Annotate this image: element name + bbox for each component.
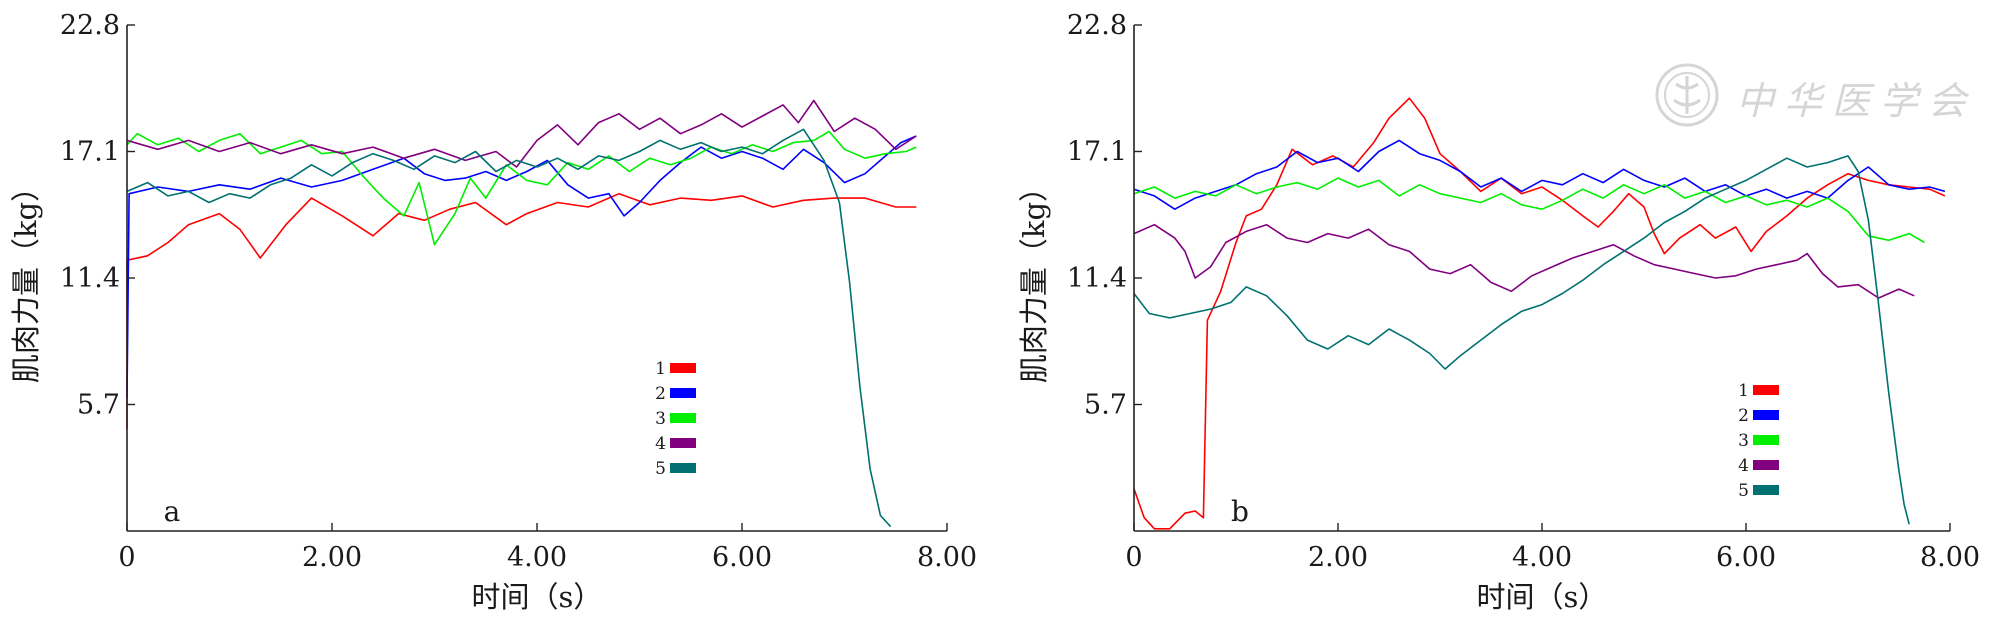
legend-swatch <box>670 413 696 423</box>
legend-swatch <box>670 363 696 373</box>
series-line-3 <box>1133 177 1925 244</box>
x-tick-label: 2.00 <box>1308 542 1368 573</box>
y-tick-label: 5.7 <box>77 390 120 421</box>
series-line-4 <box>126 99 917 168</box>
chart-panel-b: 0 2.00 4.00 6.00 8.00 5.7 11.4 17.1 22.8 时间（s） 肌肉力… <box>1017 10 1980 614</box>
y-axis-label: 肌肉力量（kg） <box>9 173 43 383</box>
chart-panel-a: 0 2.00 4.00 6.00 8.00 5.7 11.4 17.1 22.8 时间（s） 肌肉力… <box>9 10 977 614</box>
x-tick-label: 0 <box>1125 542 1142 573</box>
x-tick-label: 4.00 <box>1512 542 1572 573</box>
legend-label: 5 <box>1738 481 1749 501</box>
series-line-2 <box>1133 139 1946 210</box>
legend-swatch <box>670 463 696 473</box>
legend-label: 2 <box>655 384 666 404</box>
legend-swatch <box>1753 485 1779 495</box>
y-tick-label: 17.1 <box>1067 137 1127 168</box>
y-tick-label: 22.8 <box>1067 10 1127 41</box>
legend: 1 2 3 4 5 <box>655 359 696 479</box>
legend-swatch <box>1753 435 1779 445</box>
y-tick-label: 17.1 <box>60 137 120 168</box>
x-tick-label: 8.00 <box>917 542 977 573</box>
series-line-1 <box>1133 97 1946 530</box>
series-line-5 <box>1133 155 1910 525</box>
series-line-5 <box>126 128 892 528</box>
legend-label: 5 <box>655 459 666 479</box>
legend-label: 4 <box>655 434 666 454</box>
x-tick-label: 6.00 <box>1716 542 1776 573</box>
legend-label: 1 <box>655 359 666 379</box>
series-line-1 <box>126 192 917 429</box>
x-tick-label: 8.00 <box>1920 542 1980 573</box>
x-tick-label: 6.00 <box>712 542 772 573</box>
x-axis-label: 时间（s） <box>472 580 603 614</box>
legend: 1 2 3 4 5 <box>1738 381 1779 501</box>
x-axis-label: 时间（s） <box>1477 580 1608 614</box>
legend-label: 1 <box>1738 381 1749 401</box>
legend-label: 2 <box>1738 406 1749 426</box>
x-tick-label: 4.00 <box>507 542 567 573</box>
legend-swatch <box>1753 460 1779 470</box>
legend-label: 3 <box>1738 431 1749 451</box>
x-tick-label: 2.00 <box>302 542 362 573</box>
series-line-4 <box>1133 223 1915 299</box>
legend-swatch <box>1753 385 1779 395</box>
y-tick-label: 22.8 <box>60 10 120 41</box>
y-tick-label: 5.7 <box>1084 390 1127 421</box>
y-axis-label: 肌肉力量（kg） <box>1017 173 1051 383</box>
legend-swatch <box>670 388 696 398</box>
legend-label: 3 <box>655 409 666 429</box>
legend-label: 4 <box>1738 456 1749 476</box>
y-tick-label: 11.4 <box>1067 263 1127 294</box>
legend-swatch <box>670 438 696 448</box>
y-tick-label: 11.4 <box>60 263 120 294</box>
panel-label: a <box>164 495 181 528</box>
panel-label: b <box>1231 495 1249 528</box>
legend-swatch <box>1753 410 1779 420</box>
series-line-3 <box>126 130 917 246</box>
x-tick-label: 0 <box>118 542 135 573</box>
series-line-2 <box>126 135 917 398</box>
